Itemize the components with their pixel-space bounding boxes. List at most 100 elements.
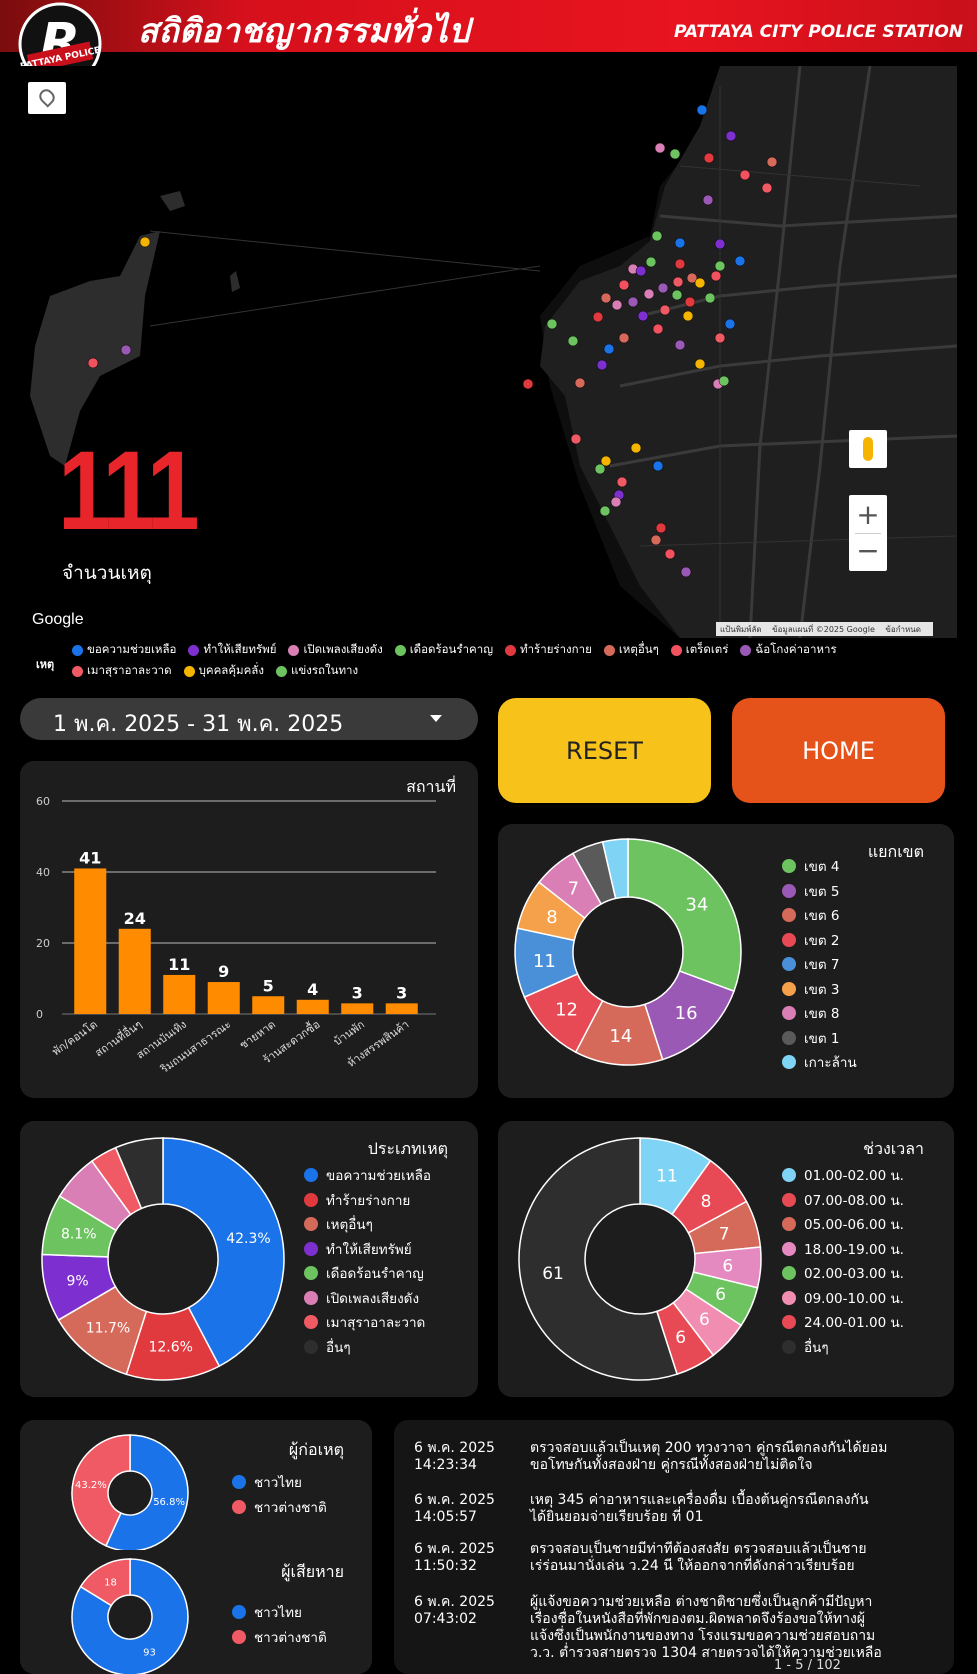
incident-marker[interactable] bbox=[600, 292, 612, 304]
legend-item[interactable]: ฉ้อโกงค่าอาหาร bbox=[740, 641, 837, 659]
legend-item[interactable]: เมาสุราอาละวาด bbox=[72, 662, 172, 680]
legend-item[interactable]: บุคคลคุ้มคลั่ง bbox=[183, 662, 264, 680]
home-button[interactable]: HOME bbox=[732, 698, 945, 803]
legend-item[interactable]: ขอความช่วยเหลือ bbox=[72, 641, 176, 659]
bar[interactable] bbox=[296, 999, 329, 1014]
incident-marker[interactable] bbox=[87, 357, 99, 369]
incident-marker[interactable] bbox=[696, 104, 708, 116]
chart-legend-item[interactable]: 02.00-03.00 น. bbox=[782, 1261, 904, 1286]
incident-marker[interactable] bbox=[139, 236, 151, 248]
chart-legend-item[interactable]: 01.00-02.00 น. bbox=[782, 1163, 904, 1188]
incident-marker[interactable] bbox=[694, 358, 706, 370]
incident-marker[interactable] bbox=[674, 237, 686, 249]
incident-marker[interactable] bbox=[618, 279, 630, 291]
incident-marker[interactable] bbox=[766, 156, 778, 168]
incident-marker[interactable] bbox=[655, 522, 667, 534]
incident-marker[interactable] bbox=[567, 335, 579, 347]
bar[interactable] bbox=[74, 868, 107, 1014]
donut-slice[interactable] bbox=[627, 838, 742, 993]
date-range-picker[interactable]: 1 พ.ค. 2025 - 31 พ.ค. 2025 bbox=[20, 698, 478, 740]
incident-marker[interactable] bbox=[657, 282, 669, 294]
chart-legend-item[interactable]: ขอความช่วยเหลือ bbox=[304, 1163, 431, 1188]
incident-marker[interactable] bbox=[522, 378, 534, 390]
incident-marker[interactable] bbox=[120, 344, 132, 356]
chart-legend-item[interactable]: ทำให้เสียทรัพย์ bbox=[304, 1237, 431, 1262]
bar[interactable] bbox=[341, 1003, 374, 1014]
donut-slice[interactable] bbox=[79, 1558, 131, 1607]
chart-legend-item[interactable]: เขต 6 bbox=[782, 903, 857, 928]
donut-slice[interactable] bbox=[601, 838, 629, 900]
incident-marker[interactable] bbox=[596, 359, 608, 371]
chart-legend-item[interactable]: 18.00-19.00 น. bbox=[782, 1237, 904, 1262]
donut-slice[interactable] bbox=[518, 1137, 679, 1381]
incident-marker[interactable] bbox=[616, 476, 628, 488]
incident-marker[interactable] bbox=[718, 375, 730, 387]
chart-legend-item[interactable]: เขต 3 bbox=[782, 977, 857, 1002]
incident-marker[interactable] bbox=[650, 534, 662, 546]
incident-marker[interactable] bbox=[637, 310, 649, 322]
incident-marker[interactable] bbox=[592, 311, 604, 323]
incident-marker[interactable] bbox=[714, 332, 726, 344]
chart-legend-item[interactable]: เหตุอื่นๆ bbox=[304, 1212, 431, 1237]
chart-legend-item[interactable]: เขต 1 bbox=[782, 1026, 857, 1051]
incident-marker[interactable] bbox=[652, 323, 664, 335]
donut-slice[interactable] bbox=[104, 1434, 189, 1550]
chart-legend-item[interactable]: ชาวไทย bbox=[232, 1470, 327, 1495]
chart-legend-item[interactable]: เขต 8 bbox=[782, 1001, 857, 1026]
fullscreen-button[interactable] bbox=[28, 82, 66, 114]
incident-marker[interactable] bbox=[651, 230, 663, 242]
incident-marker[interactable] bbox=[654, 142, 666, 154]
incident-marker[interactable] bbox=[686, 272, 698, 284]
chart-legend-item[interactable]: ชาวต่างชาติ bbox=[232, 1495, 327, 1520]
incident-marker[interactable] bbox=[672, 276, 684, 288]
incident-marker[interactable] bbox=[611, 299, 623, 311]
incident-marker[interactable] bbox=[669, 148, 681, 160]
chart-legend-item[interactable]: 07.00-08.00 น. bbox=[782, 1188, 904, 1213]
donut-slice[interactable] bbox=[71, 1434, 131, 1547]
chart-legend-item[interactable]: ทำร้ายร่างกาย bbox=[304, 1188, 431, 1213]
incident-marker[interactable] bbox=[739, 169, 751, 181]
incident-marker[interactable] bbox=[664, 548, 676, 560]
incident-marker[interactable] bbox=[627, 296, 639, 308]
incident-marker[interactable] bbox=[674, 339, 686, 351]
legend-item[interactable]: เปิดเพลงเสียงดัง bbox=[288, 641, 383, 659]
chart-legend-item[interactable]: อื่นๆ bbox=[304, 1335, 431, 1360]
donut-slice[interactable] bbox=[114, 1137, 164, 1210]
incident-marker[interactable] bbox=[734, 255, 746, 267]
chart-legend-item[interactable]: เดือดร้อนรำคาญ bbox=[304, 1261, 431, 1286]
legend-item[interactable]: เตร็ดเตร่ bbox=[670, 641, 728, 659]
incident-marker[interactable] bbox=[725, 130, 737, 142]
zoom-in-button[interactable]: + bbox=[856, 498, 880, 531]
chart-legend-item[interactable]: เขต 7 bbox=[782, 952, 857, 977]
chart-legend-item[interactable]: เขต 2 bbox=[782, 928, 857, 953]
legend-item[interactable]: เดือดร้อนรำคาญ bbox=[394, 641, 493, 659]
incident-marker[interactable] bbox=[603, 343, 615, 355]
incident-marker[interactable] bbox=[546, 318, 558, 330]
incident-marker[interactable] bbox=[674, 258, 686, 270]
incident-marker[interactable] bbox=[680, 566, 692, 578]
chart-legend-item[interactable]: เขต 4 bbox=[782, 854, 857, 879]
incident-marker[interactable] bbox=[724, 318, 736, 330]
incident-marker[interactable] bbox=[610, 496, 622, 508]
chart-legend-item[interactable]: เกาะล้าน bbox=[782, 1050, 857, 1075]
incident-marker[interactable] bbox=[714, 238, 726, 250]
incident-marker[interactable] bbox=[630, 442, 642, 454]
chart-legend-item[interactable]: อื่นๆ bbox=[782, 1335, 904, 1360]
keyboard-shortcuts-link[interactable]: แป้นพิมพ์ลัด bbox=[720, 625, 762, 634]
incident-marker[interactable] bbox=[694, 277, 706, 289]
chart-legend-item[interactable]: เขต 5 bbox=[782, 879, 857, 904]
incident-marker[interactable] bbox=[635, 265, 647, 277]
incident-marker[interactable] bbox=[652, 460, 664, 472]
incident-log-table[interactable]: 6 พ.ค. 2025 14:23:34 ตรวจสอบแล้วเป็นเหตุ 2… bbox=[394, 1420, 954, 1674]
incident-map[interactable]: + − bbox=[20, 66, 957, 638]
zoom-out-button[interactable]: − bbox=[856, 534, 880, 567]
incident-marker[interactable] bbox=[684, 296, 696, 308]
chart-legend-item[interactable]: ชาวไทย bbox=[232, 1600, 327, 1625]
chart-legend-item[interactable]: ชาวต่างชาติ bbox=[232, 1625, 327, 1650]
incident-marker[interactable] bbox=[671, 289, 683, 301]
incident-marker[interactable] bbox=[702, 194, 714, 206]
bar[interactable] bbox=[163, 974, 196, 1014]
incident-marker[interactable] bbox=[594, 463, 606, 475]
incident-marker[interactable] bbox=[703, 152, 715, 164]
chart-legend-item[interactable]: เมาสุราอาละวาด bbox=[304, 1310, 431, 1335]
